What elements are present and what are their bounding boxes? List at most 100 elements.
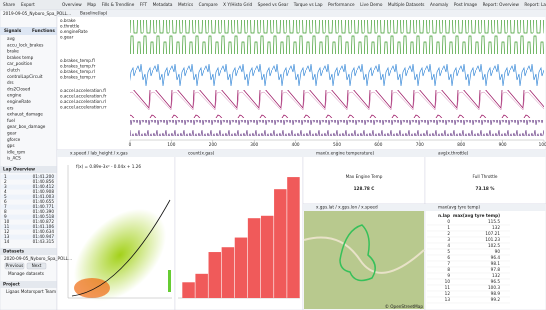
tab[interactable]: Report: Laptable [524, 2, 546, 7]
table-cell: 90 [495, 249, 501, 254]
tab[interactable]: Anomaly [430, 2, 449, 7]
table-cell: 12 [445, 291, 451, 296]
signal-item[interactable]: clutch [7, 68, 20, 73]
signal-item[interactable]: drs2Closed [7, 86, 31, 91]
x-tick-label: 100 [167, 142, 175, 147]
table-cell: 132 [492, 273, 500, 278]
table-cell: 102.5 [488, 243, 500, 248]
legend-entry: o.brakes_temp.fr [60, 64, 96, 69]
panel-header: max(x.engine temperature) [316, 151, 375, 156]
signal-item[interactable]: gear_box_damage [7, 124, 46, 129]
table-cell: 98.1 [491, 261, 501, 266]
tab[interactable]: Live Demo [360, 2, 383, 7]
tab[interactable]: Metrics [178, 2, 193, 7]
panel-header: Baseline(lap) [80, 11, 108, 16]
panel-header: max(avg tyre temp) [438, 205, 480, 210]
table-cell: 99.2 [491, 297, 501, 302]
button[interactable]: Previous [6, 263, 24, 268]
table-cell: 97.8 [491, 267, 501, 272]
kpi-title: Full Throttle [473, 174, 498, 179]
signal-item[interactable]: car_position [7, 61, 33, 66]
table-cell: 115.5 [488, 219, 500, 224]
tab[interactable]: Torque vs Lap [293, 2, 323, 7]
kpi-value: 128.78 C [354, 186, 375, 191]
kpi-title: Max Engine Temp [346, 174, 383, 179]
histogram-bar [274, 189, 287, 298]
table-cell: 100.3 [488, 285, 500, 290]
tab[interactable]: Map [87, 2, 96, 7]
timeseries-header-bg [57, 10, 546, 17]
tab[interactable]: Speed vs Gear [258, 2, 289, 7]
lap-number[interactable]: 14 [4, 239, 10, 244]
histogram-bar [235, 238, 248, 298]
gforce-trace [130, 120, 544, 136]
tab[interactable]: Overview [62, 2, 82, 7]
x-tick-label: 200 [209, 142, 217, 147]
x-tick-label: 500 [333, 142, 341, 147]
x-tick-label: 600 [374, 142, 382, 147]
dataset-file: 2020-09-05_Nyboro_Spa_POLL... [4, 256, 72, 261]
signal-item[interactable]: engine [7, 93, 22, 98]
x-tick-label: 800 [457, 142, 465, 147]
toolbar-action[interactable]: Share [3, 2, 16, 7]
histogram-bar [222, 247, 235, 298]
x-tick-label: 900 [499, 142, 507, 147]
signal-item[interactable]: exhaust_damage [7, 112, 43, 117]
tab[interactable]: Metadata [153, 2, 173, 7]
signal-item[interactable]: brake [7, 49, 19, 54]
table-cell: 8 [447, 267, 450, 272]
tab[interactable]: Fills & Trendline [102, 2, 135, 7]
x-tick-label: 400 [292, 142, 300, 147]
map-tiles [304, 211, 424, 309]
tab[interactable]: X Y/Histo Grid [223, 2, 252, 7]
legend-entry: o.brakes_temp.rr [60, 75, 96, 80]
manage-link[interactable]: Manage datasets [8, 271, 44, 276]
panel-header: x.gps.lat / x.gps.lon / x.speed [316, 205, 378, 210]
signal-item[interactable]: idle_rpm [7, 149, 25, 154]
table-cell: 0 [447, 219, 450, 224]
signal-item[interactable]: ers [7, 105, 13, 110]
legend-entry: o.brakes_temp.rl [60, 69, 95, 74]
table-cell: 1 [447, 225, 450, 230]
legend-entry: o.brake [60, 18, 76, 23]
histogram-bar [195, 274, 208, 298]
tab[interactable]: Post Image [454, 2, 478, 7]
signal-item[interactable]: is_ACS [7, 156, 21, 161]
signal-item[interactable]: avg [7, 36, 15, 41]
fit-formula: f(x) = 0.89e-3x² - 0.04x + 1.26 [76, 164, 141, 169]
legend-entry: o.brakes_temp.fl [60, 58, 95, 63]
tab[interactable]: Compare [199, 2, 218, 7]
signal-item[interactable]: engineRate [7, 99, 31, 104]
legend-entry: o.accel.acceleration.fl [60, 88, 106, 93]
tab[interactable]: FFT [140, 2, 148, 7]
sidebar-tab[interactable]: Functions [32, 28, 55, 33]
tab[interactable]: Report: Overview [483, 2, 520, 7]
legend-entry: o.accel.acceleration.rr [60, 105, 107, 110]
signal-item[interactable]: fuel [7, 118, 15, 123]
tab[interactable]: Performance [328, 2, 355, 7]
signal-item[interactable]: gear [7, 131, 17, 136]
signal-item[interactable]: brakes temp [7, 55, 34, 60]
panel-header: count(x.gas) [188, 151, 215, 156]
legend-entry: o.throttle [60, 24, 80, 29]
signal-item[interactable]: gps [7, 143, 15, 148]
throttle-trace [130, 20, 544, 54]
signal-item[interactable]: accu_lock_brakes [7, 42, 43, 47]
table-cell: 11 [445, 285, 451, 290]
signal-item[interactable]: gforce [7, 137, 21, 142]
signal-item[interactable]: drs [7, 80, 14, 85]
histogram-bar [248, 218, 261, 298]
x-tick-label: 700 [416, 142, 424, 147]
button[interactable]: Next [32, 263, 42, 268]
table-cell: 132 [492, 225, 500, 230]
tab[interactable]: Multiple Datasets [388, 2, 425, 7]
project-name[interactable]: Ligaas Motorsport Team [6, 289, 56, 294]
table-cell: 4 [447, 243, 450, 248]
table-col: max(avg tyre temp) [453, 213, 500, 218]
map-credit: © OpenStreetMap [385, 304, 424, 309]
file-name: 2019-09-05_Nyboro_Spa_POLL... [3, 11, 71, 16]
table-cell: 6 [447, 255, 450, 260]
signal-item[interactable]: controlLapCircuit [7, 74, 43, 79]
sidebar-tab[interactable]: Signals [4, 28, 22, 33]
toolbar-action[interactable]: Export [21, 2, 35, 7]
